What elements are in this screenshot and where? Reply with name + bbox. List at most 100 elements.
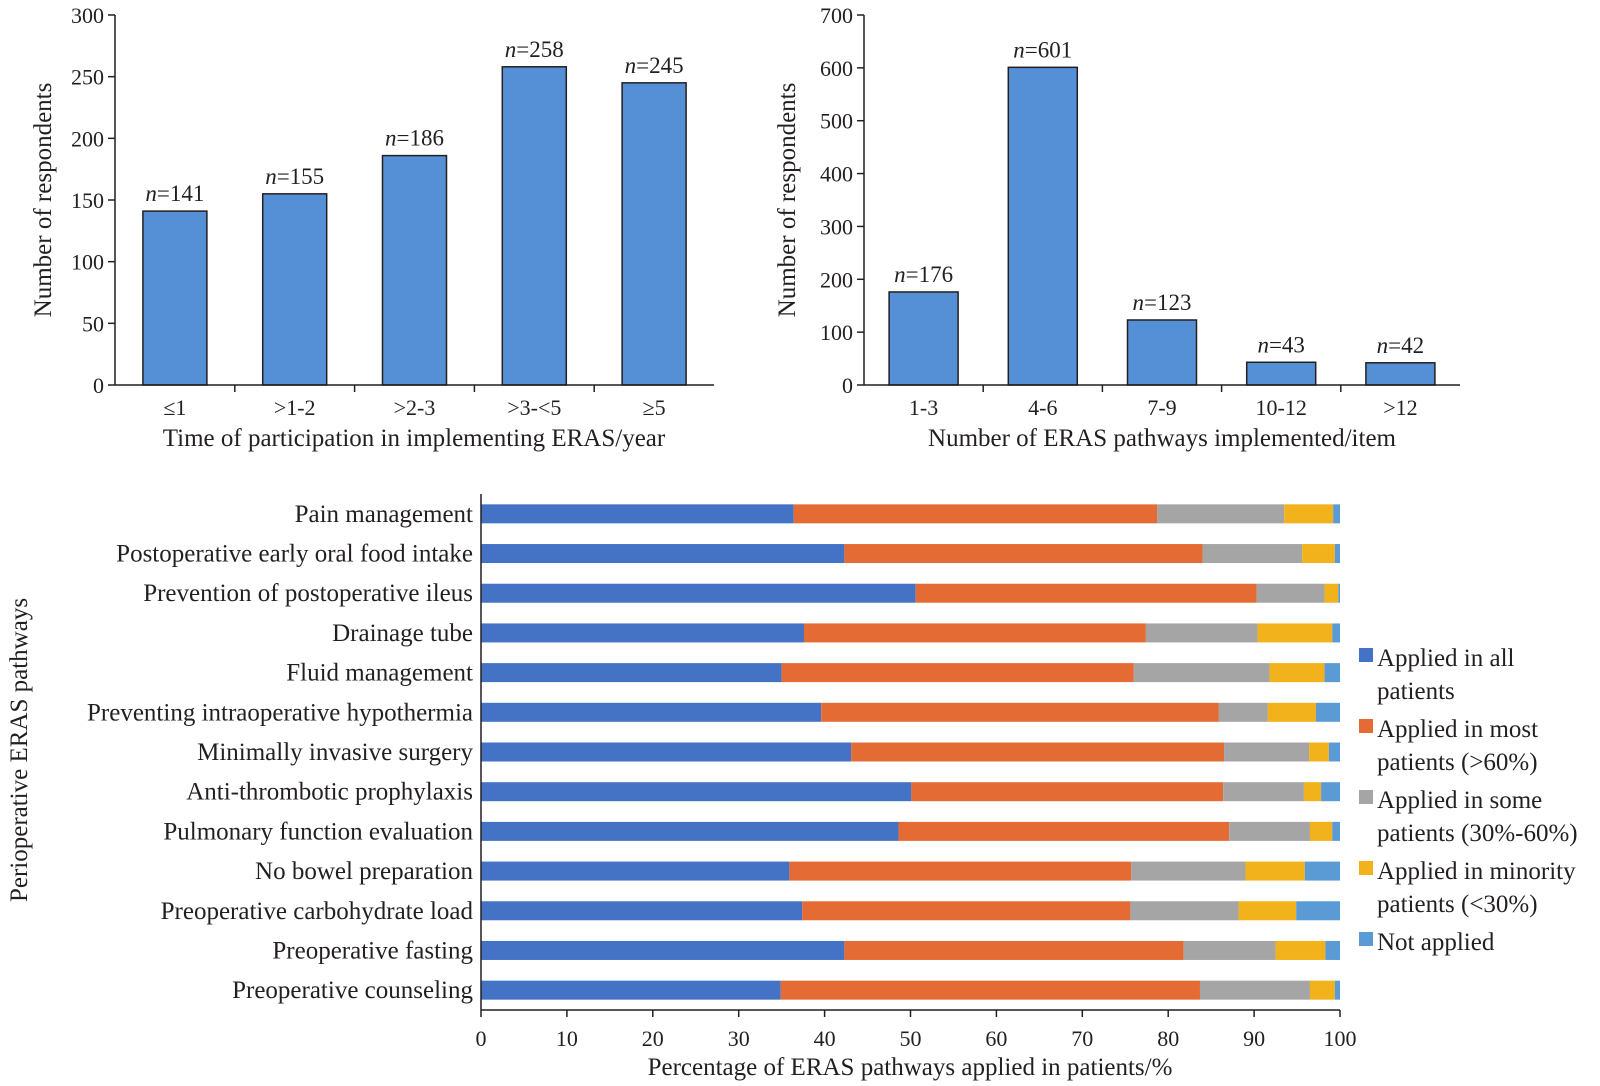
bar-segment bbox=[1238, 901, 1297, 921]
bar-segment bbox=[1199, 980, 1310, 1000]
bar-segment bbox=[1256, 583, 1325, 603]
bar-segment bbox=[481, 544, 845, 564]
legend-item: Applied in some patients (30%-60%) bbox=[1359, 787, 1578, 847]
bar bbox=[1007, 66, 1079, 386]
x-tick-label: 10-12 bbox=[1256, 395, 1307, 420]
x-tick-label: 70 bbox=[1071, 1026, 1093, 1051]
stacked-bar-row bbox=[481, 901, 1340, 921]
x-tick-label: 90 bbox=[1243, 1026, 1265, 1051]
data-label-value: =258 bbox=[516, 37, 563, 62]
bar-segment bbox=[802, 901, 1131, 921]
stacked-bar-row bbox=[481, 623, 1340, 643]
bar-segment bbox=[481, 821, 899, 841]
legend-item: Applied in all patients bbox=[1359, 645, 1515, 705]
y-tick-label: 300 bbox=[71, 3, 104, 28]
x-tick-label: 10 bbox=[556, 1026, 578, 1051]
category-label: Preoperative carbohydrate load bbox=[161, 898, 474, 925]
bar-segment bbox=[911, 782, 1224, 802]
bar-segment bbox=[481, 980, 781, 1000]
y-tick-label: 400 bbox=[820, 162, 853, 187]
legend-label: patients (<30%) bbox=[1377, 891, 1538, 918]
bar-segment bbox=[1224, 742, 1310, 762]
bar-segment bbox=[1130, 901, 1239, 921]
stacked-bar-row bbox=[481, 980, 1340, 1000]
bar-segment bbox=[1302, 544, 1335, 564]
category-label: Pain management bbox=[295, 501, 473, 528]
bar-segment bbox=[844, 544, 1203, 564]
legend-label: Applied in some bbox=[1377, 787, 1542, 814]
chart2-ticks: 0 100 200 300 400 500 600 700 1-3 4-6 7-9 10-12 >12 bbox=[820, 3, 1418, 420]
stacked-bar-row bbox=[481, 742, 1340, 762]
y-tick-label: 200 bbox=[71, 126, 104, 151]
legend-swatch bbox=[1359, 932, 1373, 946]
bar-segment bbox=[481, 583, 916, 603]
chart1-x-axis-label: Time of participation in implementing ER… bbox=[163, 425, 666, 452]
bar-segment bbox=[1309, 980, 1335, 1000]
data-label-n: n bbox=[1133, 290, 1145, 315]
x-tick-label: ≥5 bbox=[643, 395, 666, 420]
bar-segment bbox=[481, 504, 794, 524]
stacked-bar-row bbox=[481, 861, 1340, 881]
bar-segment bbox=[844, 940, 1184, 960]
bar-segment bbox=[1324, 663, 1340, 683]
bar-segment bbox=[1321, 782, 1340, 802]
data-label-value: =43 bbox=[1269, 332, 1305, 357]
chart-pathway-application: 0 10 20 30 40 50 60 70 80 90 100 Pain management Pos… bbox=[6, 494, 1578, 1081]
x-tick-label: 30 bbox=[728, 1026, 750, 1051]
bar-segment bbox=[1315, 702, 1340, 722]
bar-segment bbox=[1145, 623, 1258, 643]
bar-segment bbox=[1157, 504, 1285, 524]
category-label: Preventing intraoperative hypothermia bbox=[87, 699, 473, 726]
x-tick-label: 40 bbox=[814, 1026, 836, 1051]
bar-segment bbox=[1275, 940, 1326, 960]
legend-label: Not applied bbox=[1377, 929, 1495, 956]
bar-segment bbox=[1332, 623, 1340, 643]
data-label-n: n bbox=[265, 164, 277, 189]
bar bbox=[381, 154, 448, 386]
data-label-n: n bbox=[505, 37, 517, 62]
bar-segment bbox=[1325, 940, 1340, 960]
chart3-legend: Applied in all patients Applied in most pat… bbox=[1359, 645, 1578, 956]
legend-label: Applied in all bbox=[1377, 645, 1515, 672]
chart2-x-axis-label: Number of ERAS pathways implemented/item bbox=[928, 425, 1397, 452]
stacked-bar-row bbox=[481, 940, 1340, 960]
stacked-bar-row bbox=[481, 504, 1340, 524]
chart1-ticks: 0 50 100 150 200 250 300 ≤1 >1-2 >2-3 >3-<5 ≥5 bbox=[71, 3, 666, 420]
y-tick-label: 600 bbox=[820, 56, 853, 81]
x-tick-label: 1-3 bbox=[909, 395, 938, 420]
data-label-value: =141 bbox=[157, 181, 204, 206]
legend-swatch bbox=[1359, 790, 1373, 804]
bar-data-label: n=43 bbox=[1257, 332, 1304, 357]
data-label-value: =176 bbox=[906, 262, 953, 287]
legend-item: Applied in minority patients (<30%) bbox=[1359, 858, 1576, 918]
x-tick-label: 100 bbox=[1324, 1026, 1357, 1051]
bar-segment bbox=[898, 821, 1230, 841]
chart3-x-axis-label: Percentage of ERAS pathways applied in p… bbox=[648, 1054, 1173, 1081]
bar bbox=[1245, 361, 1317, 386]
y-tick-label: 700 bbox=[820, 3, 853, 28]
y-tick-label: 0 bbox=[93, 373, 104, 398]
legend-item: Applied in most patients (>60%) bbox=[1359, 716, 1538, 776]
legend-label: Applied in minority bbox=[1377, 858, 1576, 885]
bar-data-label: n=42 bbox=[1377, 333, 1424, 358]
data-label-n: n bbox=[894, 262, 906, 287]
category-label: Preoperative counseling bbox=[232, 977, 473, 1004]
bar-segment bbox=[1303, 782, 1322, 802]
bar-segment bbox=[1245, 861, 1305, 881]
bar-segment bbox=[1202, 544, 1303, 564]
y-tick-label: 0 bbox=[842, 373, 853, 398]
bar bbox=[261, 193, 328, 386]
x-tick-label: 50 bbox=[900, 1026, 922, 1051]
y-tick-label: 100 bbox=[820, 320, 853, 345]
bar-segment bbox=[1324, 583, 1339, 603]
bar-data-label: n=176 bbox=[894, 262, 953, 287]
bar-segment bbox=[1309, 821, 1333, 841]
y-tick-label: 500 bbox=[820, 109, 853, 134]
bar-segment bbox=[1332, 821, 1340, 841]
stacked-bar-row bbox=[481, 583, 1340, 603]
bar-segment bbox=[781, 663, 1134, 683]
chart3-bars bbox=[481, 504, 1340, 1000]
